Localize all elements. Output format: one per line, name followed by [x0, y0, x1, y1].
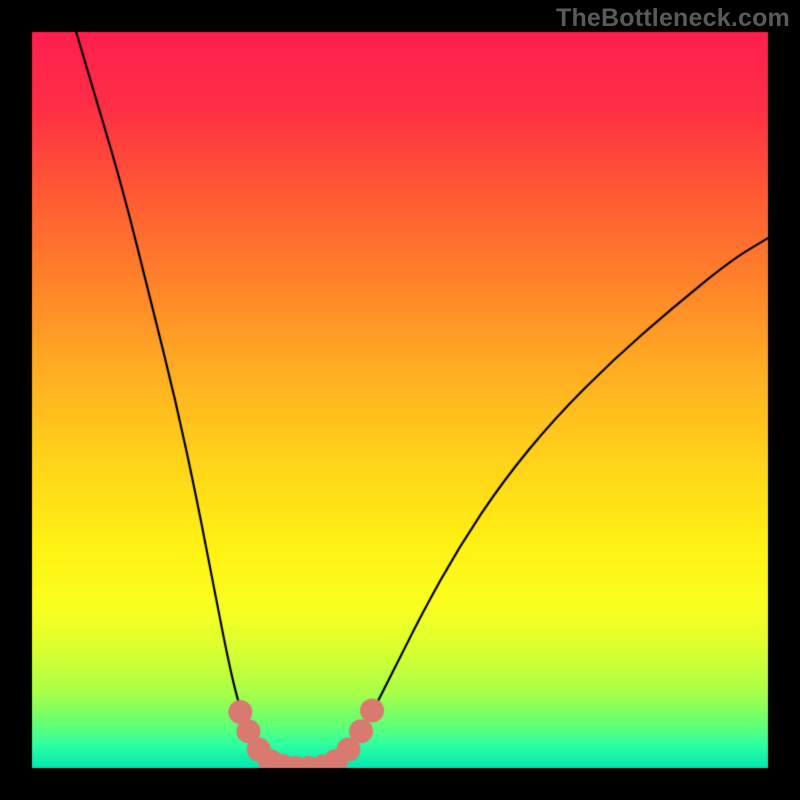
- bottleneck-curve-chart: [0, 0, 800, 800]
- chart-stage: TheBottleneck.com: [0, 0, 800, 800]
